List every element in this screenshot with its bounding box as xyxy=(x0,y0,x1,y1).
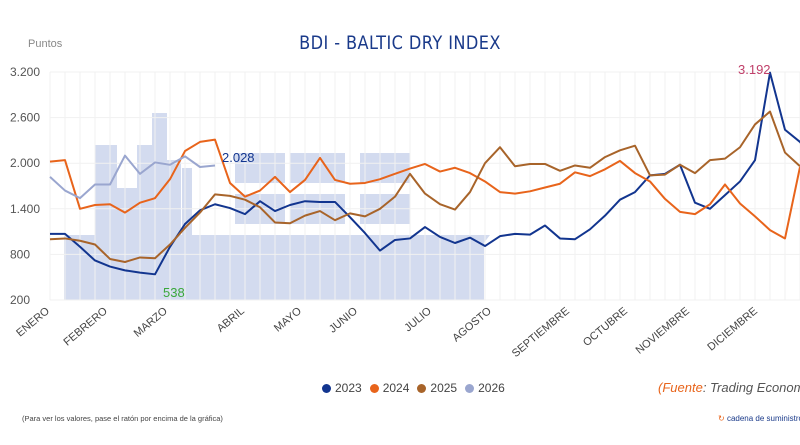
source-text: : Trading Economic xyxy=(702,380,800,395)
source-credit: (Fuente: Trading Economic xyxy=(658,380,800,395)
x-tick-label: MAYO xyxy=(272,305,304,335)
x-tick-label: ABRIL xyxy=(215,305,247,335)
legend-item-2023[interactable]: 2023 xyxy=(322,381,362,395)
x-tick-label: NOVIEMBRE xyxy=(634,305,692,357)
legend-item-2025[interactable]: 2025 xyxy=(417,381,457,395)
x-tick-label: JULIO xyxy=(402,305,434,335)
x-tick-label: JUNIO xyxy=(327,305,360,336)
background-shape xyxy=(95,145,117,235)
background-shape xyxy=(152,113,167,235)
legend-item-2024[interactable]: 2024 xyxy=(369,381,410,395)
cadena-logo-icon: ↻ xyxy=(718,414,725,423)
legend-label: 2024 xyxy=(382,381,410,395)
data-label: 2.028 xyxy=(222,150,255,165)
legend: 2023 2024 2025 2026 xyxy=(322,381,505,395)
y-tick-label: 2.000 xyxy=(10,156,40,170)
background-shape xyxy=(182,168,192,235)
legend-label: 2023 xyxy=(335,381,362,395)
x-tick-label: AGOSTO xyxy=(450,305,494,345)
hover-note: (Para ver los valores, pase el ratón por… xyxy=(22,414,223,423)
x-tick-label: ENERO xyxy=(14,305,52,340)
y-tick-label: 200 xyxy=(10,293,30,307)
chart-title: BDI - BALTIC DRY INDEX xyxy=(299,32,501,54)
legend-item-2026[interactable]: 2026 xyxy=(465,381,505,395)
x-tick-label: SEPTIEMBRE xyxy=(510,305,572,360)
legend-dot-2026 xyxy=(465,383,475,393)
y-tick-label: 3.200 xyxy=(10,65,40,79)
x-tick-label: OCTUBRE xyxy=(581,305,630,349)
series-line-2026 xyxy=(49,154,216,200)
background-shape xyxy=(64,235,490,300)
y-tick-label: 1.400 xyxy=(10,202,40,216)
y-axis-label: Puntos xyxy=(28,38,63,50)
data-label: 3.192 xyxy=(738,62,771,77)
legend-label: 2025 xyxy=(430,381,458,395)
source-paren: ( xyxy=(658,380,663,395)
brand-text: cadena de suministro xyxy=(726,414,800,423)
x-tick-label: FEBRERO xyxy=(61,305,110,349)
x-tick-label: DICIEMBRE xyxy=(705,305,760,353)
legend-dot-2025 xyxy=(417,383,427,393)
x-tick-label: MARZO xyxy=(132,305,170,340)
background-shape xyxy=(137,145,152,235)
background-shape xyxy=(360,153,410,183)
legend-dot-2023 xyxy=(322,383,331,393)
legend-dot-2024 xyxy=(369,383,379,393)
data-label: 538 xyxy=(163,285,185,300)
brand-logo[interactable]: ↻ cadena de suministro xyxy=(718,414,800,423)
source-label: Fuente xyxy=(662,380,703,395)
y-tick-label: 2.600 xyxy=(10,111,40,125)
y-tick-label: 800 xyxy=(10,247,30,261)
background-shape xyxy=(290,153,345,183)
legend-label: 2026 xyxy=(478,381,505,395)
